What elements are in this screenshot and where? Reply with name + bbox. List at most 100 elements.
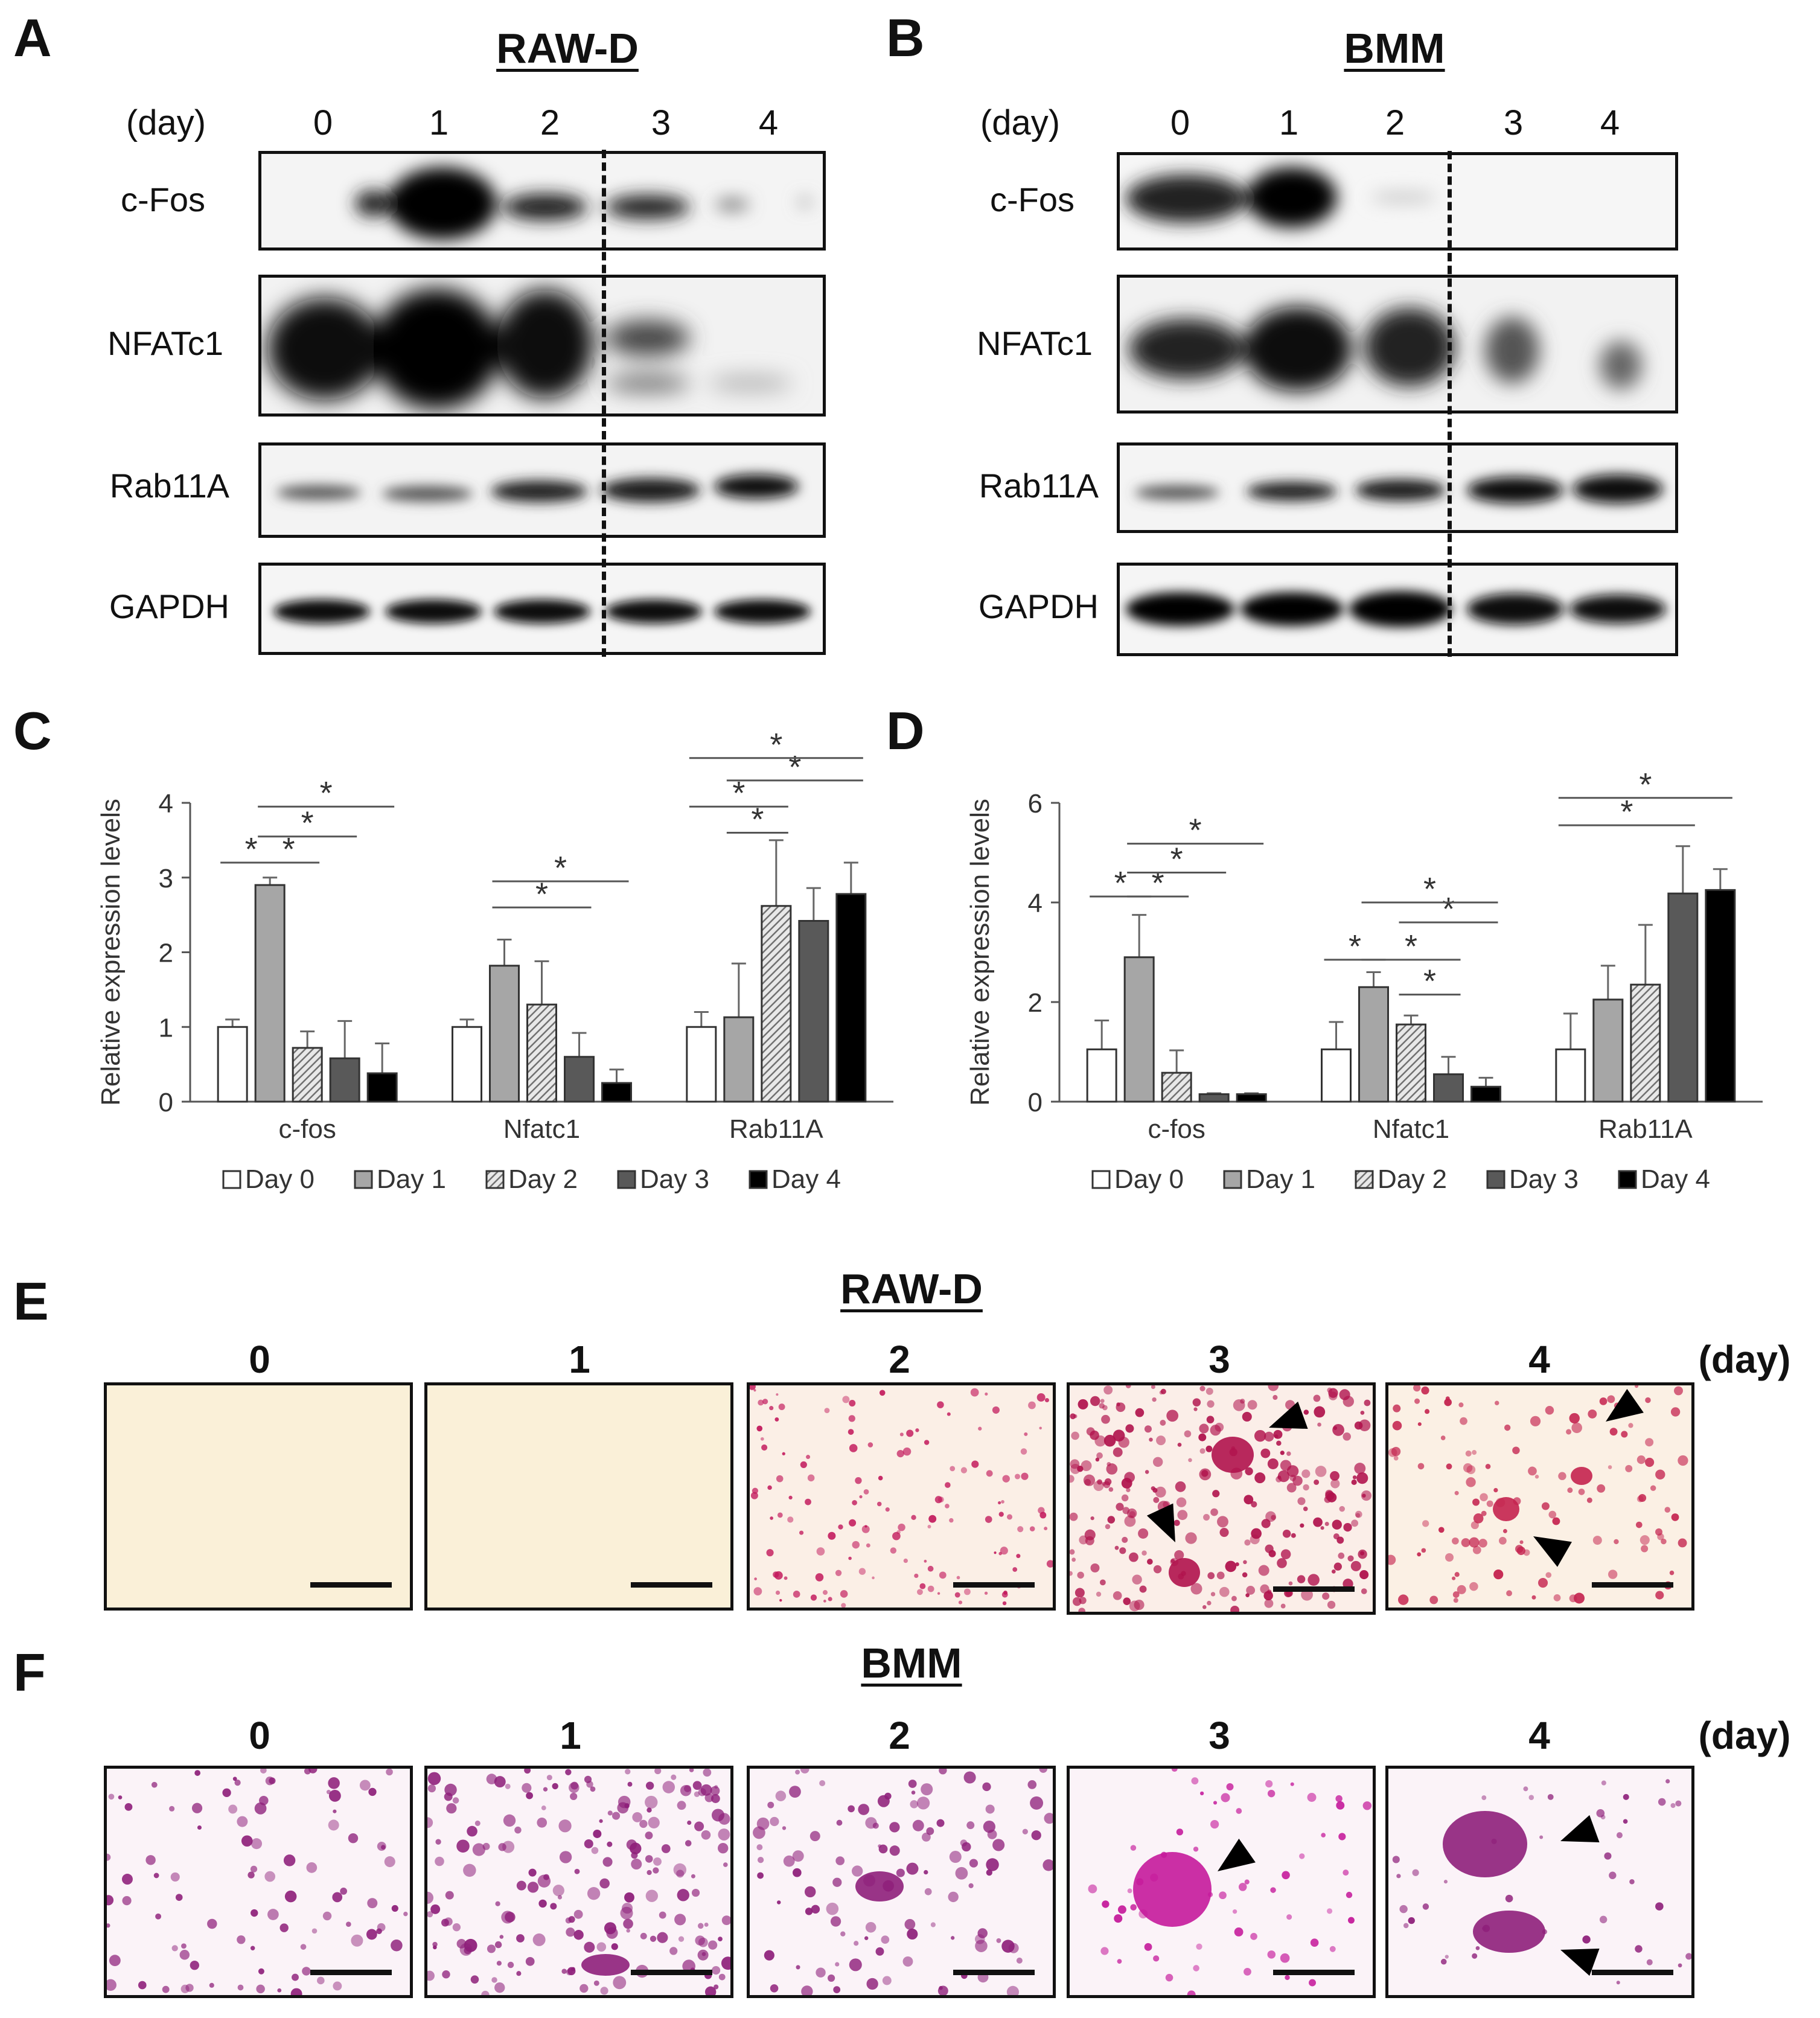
cell xyxy=(1108,1487,1114,1492)
cell xyxy=(697,1949,709,1961)
panel-e-day-unit: (day) xyxy=(1698,1338,1791,1381)
y-tick-label: 0 xyxy=(1028,1088,1043,1117)
cell xyxy=(1393,1404,1401,1413)
cell xyxy=(631,1859,642,1870)
osteoclast xyxy=(1571,1467,1592,1485)
cell xyxy=(1289,1475,1297,1481)
legend-label: Day 2 xyxy=(508,1164,578,1194)
cell xyxy=(789,1786,801,1798)
cell xyxy=(1297,1575,1306,1583)
cell xyxy=(1286,1483,1297,1493)
cell xyxy=(1658,1798,1666,1806)
cell xyxy=(538,1899,547,1908)
cell xyxy=(689,1769,694,1772)
cell xyxy=(1308,1574,1320,1586)
cell xyxy=(1569,1594,1577,1603)
cell xyxy=(937,1592,940,1595)
cell xyxy=(1354,1463,1366,1474)
cell xyxy=(685,1840,692,1847)
cell xyxy=(1502,1528,1507,1533)
cell xyxy=(721,1956,730,1970)
cell xyxy=(222,1788,231,1797)
panel-b-day-0: 0 xyxy=(1170,103,1190,142)
cell xyxy=(528,1868,537,1877)
panel-e-day-0: 0 xyxy=(249,1338,270,1381)
cell xyxy=(1655,1591,1664,1600)
cell xyxy=(557,1895,563,1900)
cell xyxy=(1286,1451,1291,1456)
panel-a-row-gapdh: GAPDH xyxy=(109,587,229,625)
panel-a-day-unit: (day) xyxy=(126,103,206,142)
cell xyxy=(1592,1536,1602,1545)
cell xyxy=(346,1921,351,1927)
cell xyxy=(992,1406,1000,1414)
cell xyxy=(1044,1397,1049,1403)
cell xyxy=(1176,1497,1187,1507)
cell xyxy=(1165,1973,1173,1982)
blot-a-nfatc1 xyxy=(258,275,826,417)
cell xyxy=(648,1816,660,1828)
cell xyxy=(496,1961,502,1966)
cell xyxy=(435,1839,441,1845)
legend-swatch xyxy=(354,1170,373,1189)
cell xyxy=(626,1929,630,1933)
cell xyxy=(1117,1959,1122,1964)
osteoclast xyxy=(1133,1852,1212,1927)
cell xyxy=(1567,1487,1573,1493)
cell xyxy=(1614,1539,1619,1545)
cell xyxy=(1336,1801,1345,1810)
scale-bar xyxy=(631,1970,712,1975)
cell xyxy=(1193,1407,1198,1411)
cell xyxy=(1263,1591,1273,1601)
cell xyxy=(550,1903,557,1910)
bar-day1-rab11a xyxy=(723,1016,755,1103)
cell xyxy=(311,1928,318,1934)
bar-day2-c-fos xyxy=(292,1047,323,1103)
bar-day4-rab11a xyxy=(1705,889,1736,1103)
cell xyxy=(969,1859,979,1868)
cell xyxy=(852,1499,857,1506)
cell xyxy=(684,1785,691,1792)
cell xyxy=(591,1847,599,1854)
cell xyxy=(986,1869,992,1876)
cell xyxy=(1146,1559,1153,1565)
cell xyxy=(463,1863,476,1877)
cell xyxy=(996,1938,1001,1943)
cell xyxy=(1268,1385,1279,1391)
cell xyxy=(1160,1420,1166,1426)
panel-label-b: B xyxy=(886,8,925,68)
panel-b-row-gapdh: GAPDH xyxy=(978,587,1099,625)
cell xyxy=(1504,1424,1511,1431)
cell xyxy=(574,1868,580,1874)
cell xyxy=(1465,1450,1472,1457)
cell xyxy=(1625,1464,1633,1472)
cell xyxy=(773,1571,779,1578)
legend-label: Day 2 xyxy=(1378,1164,1447,1194)
cell xyxy=(241,1835,253,1847)
cell xyxy=(516,1971,522,1976)
cell xyxy=(194,1770,201,1776)
cell xyxy=(1469,1582,1478,1591)
cell xyxy=(1358,1419,1371,1432)
cell xyxy=(1472,1450,1477,1455)
cell xyxy=(884,1792,892,1800)
panel-a-day-4: 4 xyxy=(758,103,779,142)
cell xyxy=(1254,1429,1266,1442)
cell xyxy=(569,1782,580,1793)
cell xyxy=(516,1880,526,1891)
significance-mark: * xyxy=(788,749,801,785)
cell xyxy=(1280,1953,1290,1963)
cell xyxy=(1440,1958,1447,1965)
cell xyxy=(849,1958,862,1972)
cell xyxy=(1206,1416,1215,1424)
cell xyxy=(1324,1522,1329,1526)
cell xyxy=(328,1777,340,1789)
bar-day3-c-fos xyxy=(329,1057,360,1103)
bar-day0-nfatc1 xyxy=(1321,1048,1352,1103)
blot-a-cfos xyxy=(258,151,826,251)
cell xyxy=(1361,1490,1372,1501)
cell xyxy=(1403,1923,1409,1929)
cell xyxy=(1171,1769,1178,1772)
cell xyxy=(611,1812,621,1820)
cell xyxy=(1244,1495,1254,1505)
